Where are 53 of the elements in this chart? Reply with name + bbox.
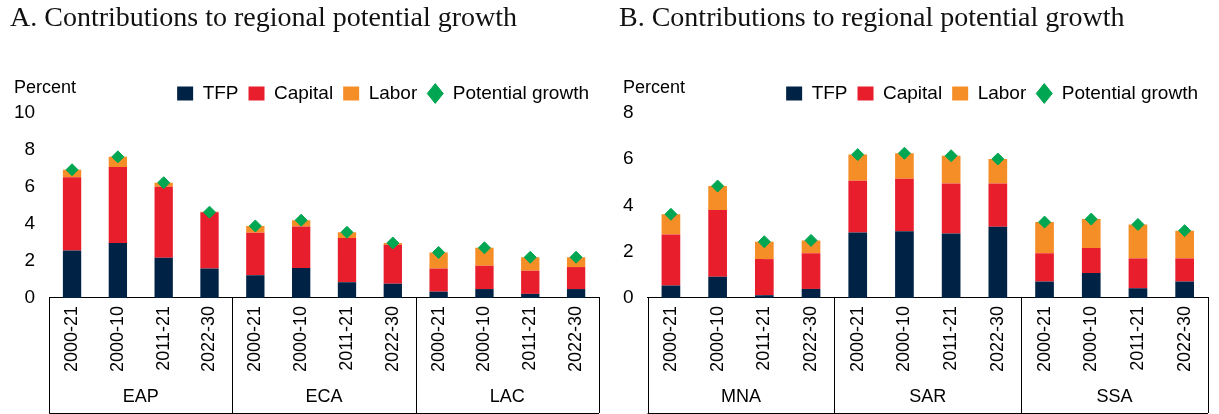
x-tick-label: 2011-21 xyxy=(753,305,774,371)
chart-title: A. Contributions to regional potential growth xyxy=(9,0,519,34)
x-tick-label: 2011-21 xyxy=(152,305,173,371)
x-tick-label: 2011-21 xyxy=(335,305,356,371)
legend-label: Labor xyxy=(977,81,1027,103)
text: ECA xyxy=(305,385,343,406)
x-tick-label: 2000-21 xyxy=(244,305,265,372)
x-tick-label: 2000-21 xyxy=(61,305,82,372)
legend-label: TFP xyxy=(811,81,848,103)
chart-title: B. Contributions to regional potential growth xyxy=(618,0,1126,34)
x-tick-label: 2000-10 xyxy=(290,305,311,372)
text: LAC xyxy=(489,385,525,406)
x-tick-label: 2000-10 xyxy=(473,305,494,372)
y-tick-label: 2 xyxy=(24,249,36,271)
x-tick-label: 2000-10 xyxy=(893,305,914,372)
text: SAR xyxy=(909,385,947,406)
x-tick-label: 2022-30 xyxy=(565,305,586,372)
x-tick-label: 2000-10 xyxy=(706,305,727,372)
x-tick-label: 2022-30 xyxy=(381,305,402,372)
x-tick-label: 2022-30 xyxy=(198,305,219,372)
y-tick-label: 8 xyxy=(622,101,634,123)
x-tick-label: 2022-30 xyxy=(800,305,820,372)
y-tick-label: 4 xyxy=(622,193,634,215)
text: EAP xyxy=(122,385,159,406)
y-tick-label: 4 xyxy=(24,212,36,234)
y-tick-label: 6 xyxy=(622,147,634,169)
legend-label: Potential growth xyxy=(452,81,589,103)
y-axis-title: Percent xyxy=(14,76,77,97)
x-tick-label: 2000-10 xyxy=(106,305,127,372)
text: SSA xyxy=(1096,385,1133,406)
x-tick-label: 2000-21 xyxy=(1033,305,1054,372)
x-tick-label: 2000-21 xyxy=(659,305,680,372)
legend-label: Labor xyxy=(368,81,418,103)
x-tick-label: 2011-21 xyxy=(940,305,961,371)
y-tick-label: 0 xyxy=(24,286,36,308)
x-tick-label: 2022-30 xyxy=(986,305,1007,372)
legend-label: Potential growth xyxy=(1061,81,1198,103)
y-tick-label: 8 xyxy=(24,138,36,160)
y-tick-label: 10 xyxy=(13,101,36,123)
legend-label: Capital xyxy=(274,81,334,103)
legend-label: TFP xyxy=(202,81,239,103)
x-tick-label: 2000-10 xyxy=(1080,305,1101,372)
x-tick-label: 2022-30 xyxy=(1173,305,1194,372)
y-axis-title: Percent xyxy=(623,76,686,97)
y-tick-label: 2 xyxy=(622,239,634,261)
x-tick-label: 2011-21 xyxy=(519,305,540,371)
x-tick-label: 2000-21 xyxy=(427,305,448,372)
x-tick-label: 2000-21 xyxy=(846,305,867,372)
y-tick-label: 6 xyxy=(24,175,36,197)
x-tick-label: 2011-21 xyxy=(1126,305,1147,371)
y-tick-label: 0 xyxy=(622,286,634,308)
legend-label: Capital xyxy=(883,81,943,103)
text: MNA xyxy=(720,385,761,406)
